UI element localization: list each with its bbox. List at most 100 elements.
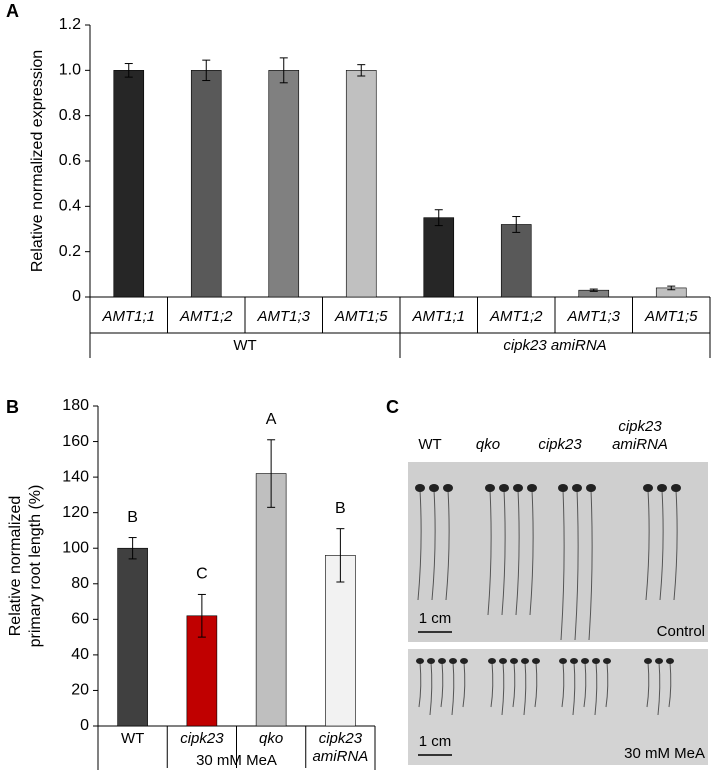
- cotyledon: [558, 484, 568, 492]
- genotype-label: qko: [475, 436, 501, 453]
- significance-letter: B: [127, 509, 138, 526]
- cotyledon: [443, 484, 453, 492]
- y-axis-label: Relative normalized: [7, 496, 24, 637]
- x-tick-label: cipk23: [180, 730, 224, 747]
- seedling: [418, 661, 422, 708]
- genotype-label: WT: [418, 436, 442, 453]
- seedling: [429, 661, 433, 716]
- y-tick-label: 20: [71, 682, 89, 699]
- significance-letter: A: [266, 411, 277, 428]
- y-tick-label: 180: [62, 397, 89, 414]
- cotyledon: [559, 658, 567, 664]
- bar: [255, 473, 287, 727]
- y-tick-label: 120: [62, 504, 89, 521]
- condition-label: 30 mM MeA: [624, 745, 705, 762]
- bar: [268, 70, 300, 298]
- cotyledon: [415, 484, 425, 492]
- cotyledon: [510, 658, 518, 664]
- cotyledon: [499, 658, 507, 664]
- y-tick-label: 0.6: [59, 152, 81, 169]
- cotyledon: [460, 658, 468, 664]
- y-tick-label: 60: [71, 611, 89, 628]
- panel-label: B: [6, 397, 19, 417]
- cotyledon: [666, 658, 674, 664]
- cotyledon: [643, 484, 653, 492]
- seedling: [490, 661, 494, 708]
- y-tick-label: 0.2: [59, 243, 81, 260]
- bar: [117, 547, 148, 727]
- seedling: [605, 661, 609, 708]
- cotyledon: [644, 658, 652, 664]
- seedling: [583, 661, 587, 708]
- x-tick-label: AMT1;3: [567, 308, 620, 325]
- seedling: [645, 489, 650, 601]
- seedling: [534, 661, 538, 708]
- panel-label: A: [6, 1, 19, 21]
- y-tick-label: 1.2: [59, 16, 81, 33]
- genotype-label: cipk23: [538, 436, 582, 453]
- condition-label: Control: [656, 623, 705, 640]
- bar: [325, 555, 356, 727]
- scale-label: 1 cm: [418, 610, 452, 627]
- y-tick-label: 0: [80, 717, 89, 734]
- y-tick-label: 0.4: [59, 198, 81, 215]
- cotyledon: [449, 658, 457, 664]
- x-tick-label: AMT1;3: [257, 308, 310, 325]
- seedling: [431, 489, 436, 601]
- seedling: [561, 661, 565, 708]
- cotyledon: [603, 658, 611, 664]
- x-tick-label: qko: [259, 730, 284, 747]
- bar: [345, 70, 377, 298]
- seedling: [657, 661, 661, 716]
- cotyledon: [527, 484, 537, 492]
- x-tick-label: AMT1;2: [489, 308, 543, 325]
- seedling: [594, 661, 598, 716]
- y-tick-label: 40: [71, 646, 89, 663]
- seedling: [440, 661, 444, 708]
- y-tick-label: 0.8: [59, 107, 81, 124]
- scale-label: 1 cm: [418, 733, 452, 750]
- seedling: [512, 661, 516, 708]
- cotyledon: [499, 484, 509, 492]
- photo-mea: [408, 649, 708, 765]
- bar: [113, 70, 145, 298]
- seedling: [668, 661, 672, 708]
- cotyledon: [521, 658, 529, 664]
- y-tick-label: 140: [62, 468, 89, 485]
- cotyledon: [438, 658, 446, 664]
- seedling: [515, 489, 520, 616]
- cotyledon: [513, 484, 523, 492]
- cotyledon: [572, 484, 582, 492]
- group-label: 30 mM MeA: [196, 752, 277, 769]
- seedling: [560, 489, 565, 641]
- y-tick-label: 160: [62, 433, 89, 450]
- seedling: [588, 489, 593, 641]
- seedling: [451, 661, 455, 716]
- seedling: [445, 489, 450, 601]
- cotyledon: [532, 658, 540, 664]
- x-tick-label: AMT1;5: [334, 308, 388, 325]
- cotyledon: [427, 658, 435, 664]
- y-axis-label: Relative normalized expression: [29, 50, 46, 272]
- cotyledon: [488, 658, 496, 664]
- seedling: [673, 489, 678, 601]
- bar: [500, 224, 532, 298]
- photo-control: [408, 462, 708, 642]
- cotyledon: [429, 484, 439, 492]
- x-tick-label: AMT1;1: [412, 308, 465, 325]
- x-tick-label: cipk23 amiRNA: [312, 730, 369, 765]
- seedling: [462, 661, 466, 708]
- seedling: [501, 661, 505, 716]
- y-tick-label: 100: [62, 539, 89, 556]
- x-tick-label: AMT1;2: [179, 308, 233, 325]
- seedling: [659, 489, 664, 601]
- seedling: [646, 661, 650, 708]
- genotype-label: cipk23 amiRNA: [612, 418, 668, 453]
- x-tick-label: AMT1;1: [102, 308, 155, 325]
- group-label: cipk23 amiRNA: [503, 337, 607, 354]
- cotyledon: [586, 484, 596, 492]
- bar: [190, 70, 222, 298]
- seedling: [529, 489, 534, 616]
